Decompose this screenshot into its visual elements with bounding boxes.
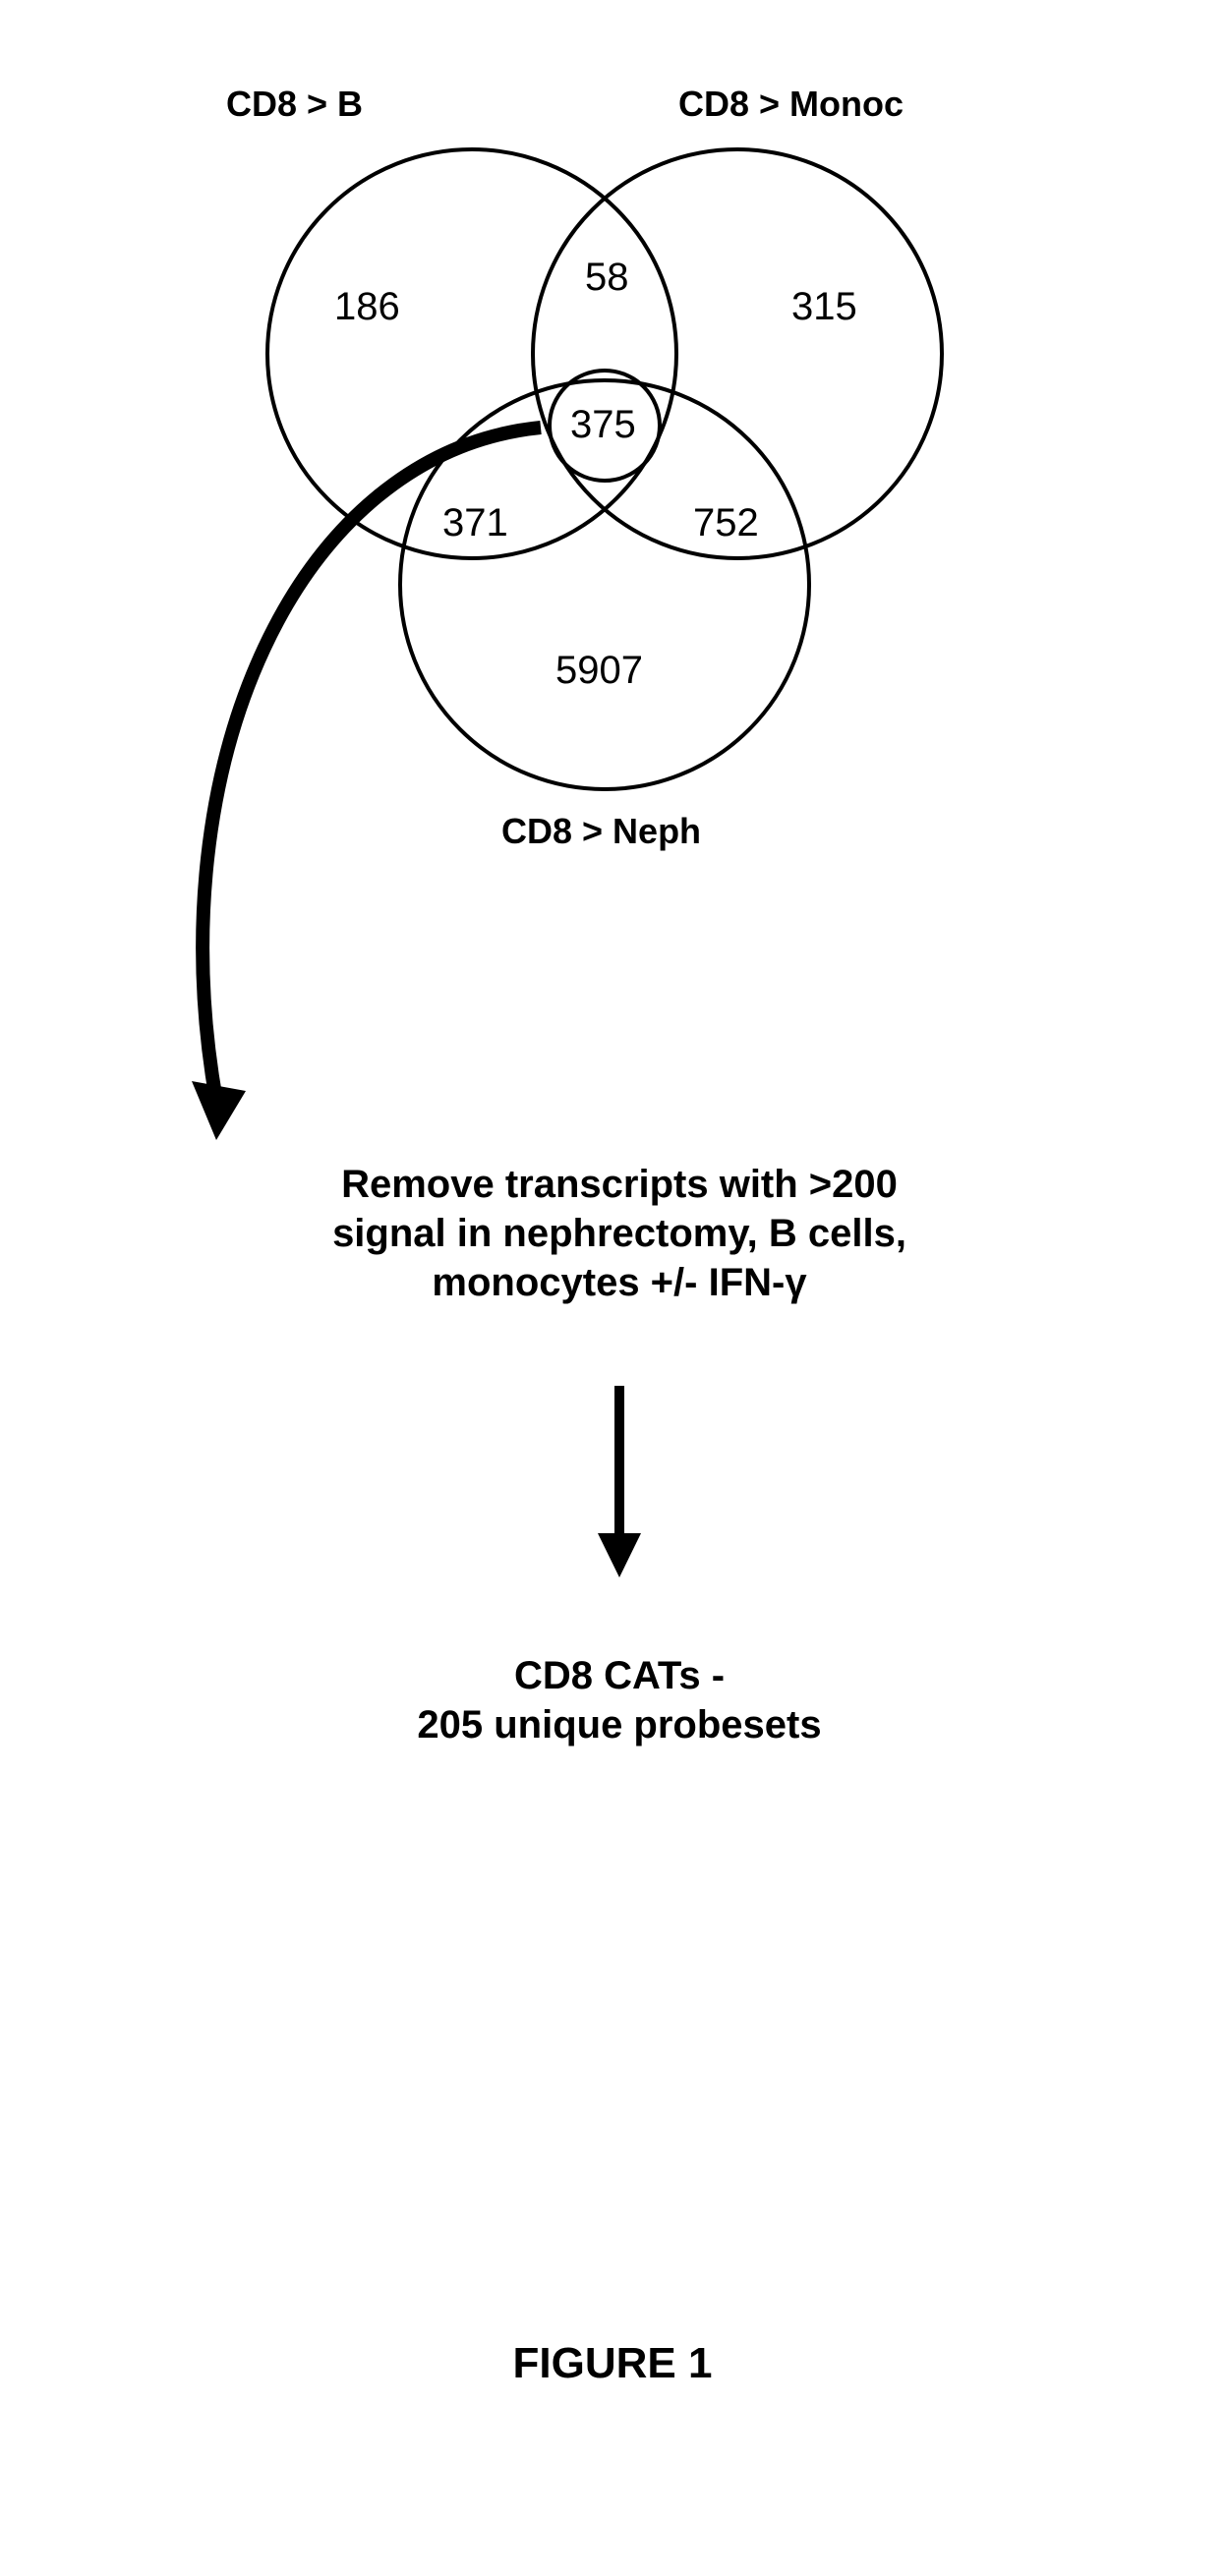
filter-line-1: Remove transcripts with >200 (341, 1163, 898, 1206)
venn-region-abc: 375 (570, 403, 636, 447)
venn-region-b-only: 315 (791, 285, 857, 329)
filter-line-2: signal in nephrectomy, B cells, (332, 1212, 906, 1255)
venn-region-ac: 371 (442, 501, 508, 545)
venn-diagram: CD8 > B CD8 > Monoc CD8 > Neph 186 315 5… (256, 138, 963, 845)
venn-region-c-only: 5907 (555, 649, 643, 693)
filter-step-text: Remove transcripts with >200 signal in n… (256, 1160, 983, 1307)
venn-region-bc: 752 (693, 501, 759, 545)
venn-label-b: CD8 > Monoc (678, 84, 904, 125)
result-step-text: CD8 CATs - 205 unique probesets (324, 1651, 914, 1749)
venn-region-ab: 58 (585, 256, 629, 300)
result-line-2: 205 unique probesets (417, 1703, 821, 1746)
venn-label-c: CD8 > Neph (501, 811, 701, 852)
result-line-1: CD8 CATs - (514, 1654, 725, 1697)
figure-caption: FIGURE 1 (0, 2339, 1225, 2388)
filter-line-3: monocytes +/- IFN-γ (432, 1261, 806, 1304)
down-arrow (580, 1376, 659, 1592)
venn-label-a: CD8 > B (226, 84, 363, 125)
venn-region-a-only: 186 (334, 285, 400, 329)
